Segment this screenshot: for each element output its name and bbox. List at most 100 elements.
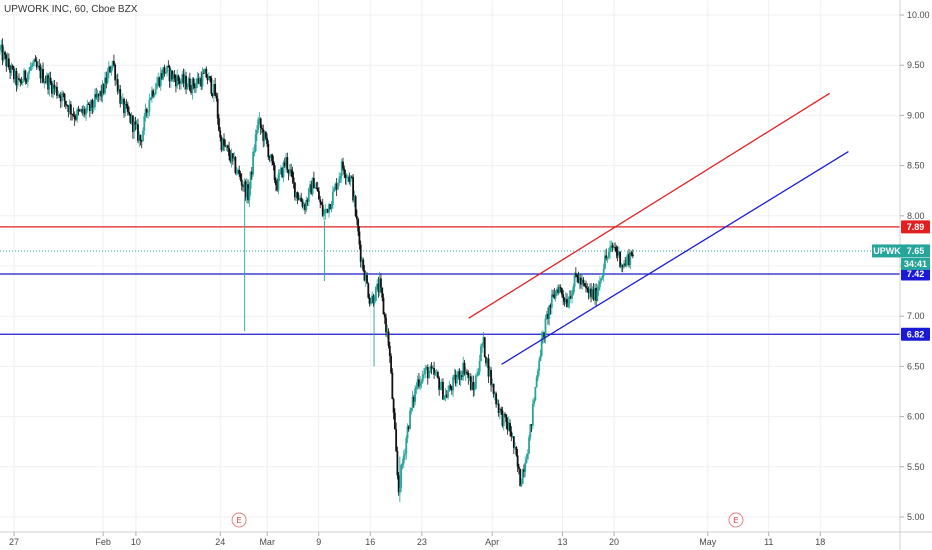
candle	[382, 293, 385, 315]
candle-body	[266, 137, 268, 144]
candle	[296, 191, 299, 205]
candle-body	[395, 429, 398, 452]
candle-body	[52, 84, 55, 94]
candle	[486, 357, 489, 369]
candle-body	[80, 108, 82, 111]
earnings-marker[interactable]: E	[728, 512, 744, 528]
candle-body	[624, 263, 627, 266]
candle-body	[273, 165, 276, 181]
trend-line-upper[interactable]	[468, 92, 831, 319]
candle-body	[182, 74, 185, 84]
candle-body	[59, 95, 62, 102]
candle-body	[300, 197, 303, 202]
candle	[376, 279, 379, 290]
y-tick-label: 8.50	[907, 161, 925, 171]
candle-body	[458, 371, 461, 380]
candle-body	[228, 147, 230, 156]
candle	[321, 198, 324, 217]
candle-body	[324, 209, 327, 214]
candle	[271, 153, 274, 166]
candle-body	[220, 137, 223, 151]
candle	[507, 416, 510, 432]
candle	[523, 464, 525, 478]
candle	[581, 273, 584, 290]
candle	[414, 384, 417, 406]
candle-body	[414, 388, 417, 402]
candle-body	[609, 247, 611, 253]
candle	[164, 72, 167, 74]
candle	[573, 272, 576, 293]
candle	[258, 112, 261, 125]
candle-body	[25, 79, 28, 83]
candle	[324, 204, 327, 220]
candle-body	[569, 296, 572, 299]
candle-body	[306, 199, 309, 202]
candle	[571, 290, 573, 304]
earnings-marker[interactable]: E	[231, 512, 247, 528]
candle-body	[264, 131, 267, 138]
candle-body	[587, 288, 590, 294]
candle	[568, 289, 571, 309]
candle	[540, 331, 543, 358]
candle-body	[173, 74, 176, 79]
candle-body	[326, 208, 329, 213]
candle	[356, 209, 358, 226]
candle-body	[536, 371, 539, 378]
candle	[199, 76, 201, 87]
candle-body	[24, 70, 27, 80]
candle-body	[448, 385, 451, 392]
trend-line-lower[interactable]	[501, 151, 849, 365]
candle	[231, 153, 234, 165]
candle	[87, 102, 90, 105]
candle-body	[231, 153, 234, 159]
candle-body	[521, 469, 524, 484]
candle-body	[50, 82, 53, 94]
candle	[278, 169, 281, 182]
candle-body	[168, 66, 171, 82]
candle-body	[126, 105, 129, 112]
candle-body	[495, 393, 498, 405]
candle-body	[162, 67, 165, 79]
candle	[39, 63, 42, 84]
candle	[48, 72, 51, 97]
candle-body	[340, 161, 343, 177]
candle	[262, 124, 265, 148]
candle	[95, 87, 98, 100]
candle	[502, 413, 505, 431]
candle-body	[143, 116, 146, 131]
candle-body	[368, 297, 371, 304]
candle	[59, 91, 62, 109]
candle-body	[387, 331, 390, 346]
candle	[244, 179, 247, 201]
candle-body	[535, 377, 538, 387]
candle-body	[107, 66, 110, 73]
candle-body	[23, 70, 25, 82]
candle-body	[4, 52, 6, 55]
candle-body	[296, 192, 299, 199]
candle	[135, 119, 138, 130]
candle-body	[586, 287, 589, 289]
time-axis[interactable]: 27 Feb 10 24 Mar 9 16 23 Apr 13 20 May 11 18	[0, 531, 932, 547]
candle	[483, 336, 486, 358]
candle-body	[316, 188, 319, 192]
candle-body	[194, 86, 196, 89]
candle	[404, 448, 406, 461]
candle-body	[404, 453, 406, 456]
candle	[615, 245, 618, 259]
y-tick-label: 5.50	[907, 462, 925, 472]
candle	[310, 180, 313, 195]
candle	[415, 382, 418, 394]
candle-body	[164, 72, 167, 74]
candle	[593, 283, 596, 305]
candle	[609, 240, 611, 260]
candle	[454, 369, 457, 387]
candle-body	[483, 337, 486, 358]
candle	[386, 324, 389, 339]
candle-body	[297, 198, 300, 200]
candle	[306, 197, 309, 206]
candle	[11, 64, 14, 70]
candle	[263, 129, 266, 147]
candle	[81, 105, 84, 116]
candle-body	[123, 98, 125, 114]
